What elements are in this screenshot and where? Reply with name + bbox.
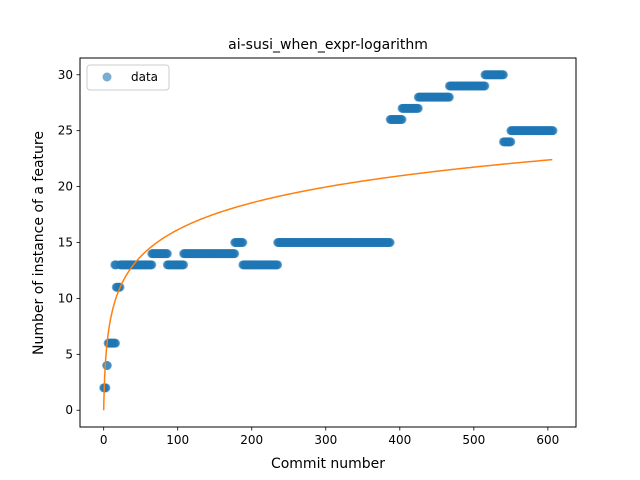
x-axis-title: Commit number: [271, 456, 385, 472]
fit-line: [102, 158, 553, 411]
data-point: [480, 81, 490, 91]
data-point: [238, 238, 248, 247]
x-axis-ticks: 0 100 200 300 400 500 600: [100, 427, 559, 447]
data-point: [101, 383, 111, 393]
x-tick-label: 100: [166, 433, 189, 447]
data-point: [111, 338, 121, 348]
y-tick-label: 25: [58, 124, 73, 138]
x-tick-label: 400: [388, 433, 411, 447]
data-point: [230, 249, 240, 259]
x-tick-label: 0: [100, 433, 108, 447]
y-axis-ticks: 0 5 10 15 20 25 30: [58, 68, 80, 417]
y-tick-label: 10: [58, 291, 73, 305]
legend-marker-data: [102, 72, 112, 82]
y-tick-label: 5: [65, 347, 73, 361]
data-point: [162, 249, 172, 259]
y-tick-label: 15: [58, 236, 73, 250]
y-tick-label: 0: [65, 403, 73, 417]
legend-box: [86, 64, 170, 91]
data-point: [273, 260, 283, 270]
chart-title: ai-susi_when_expr-logarithm: [228, 37, 428, 53]
data-point: [444, 92, 454, 102]
y-tick-label: 20: [58, 180, 73, 194]
data-point: [506, 137, 516, 147]
data-point: [413, 103, 423, 113]
data-point: [548, 126, 558, 136]
x-tick-label: 500: [462, 433, 485, 447]
x-tick-label: 600: [536, 433, 559, 447]
x-tick-label: 200: [240, 433, 263, 447]
data-point: [147, 260, 157, 270]
legend: data: [86, 64, 170, 91]
data-point: [102, 361, 112, 370]
y-tick-label: 30: [58, 68, 73, 82]
data-point: [385, 238, 395, 247]
data-point: [498, 70, 508, 80]
data-point: [179, 260, 189, 270]
legend-label-data: data: [131, 70, 158, 84]
x-tick-label: 300: [314, 433, 337, 447]
fit-layer: [102, 158, 553, 411]
data-point: [397, 115, 407, 124]
data-layer: [99, 70, 558, 393]
y-axis-title: Number of instance of a feature: [31, 131, 47, 355]
